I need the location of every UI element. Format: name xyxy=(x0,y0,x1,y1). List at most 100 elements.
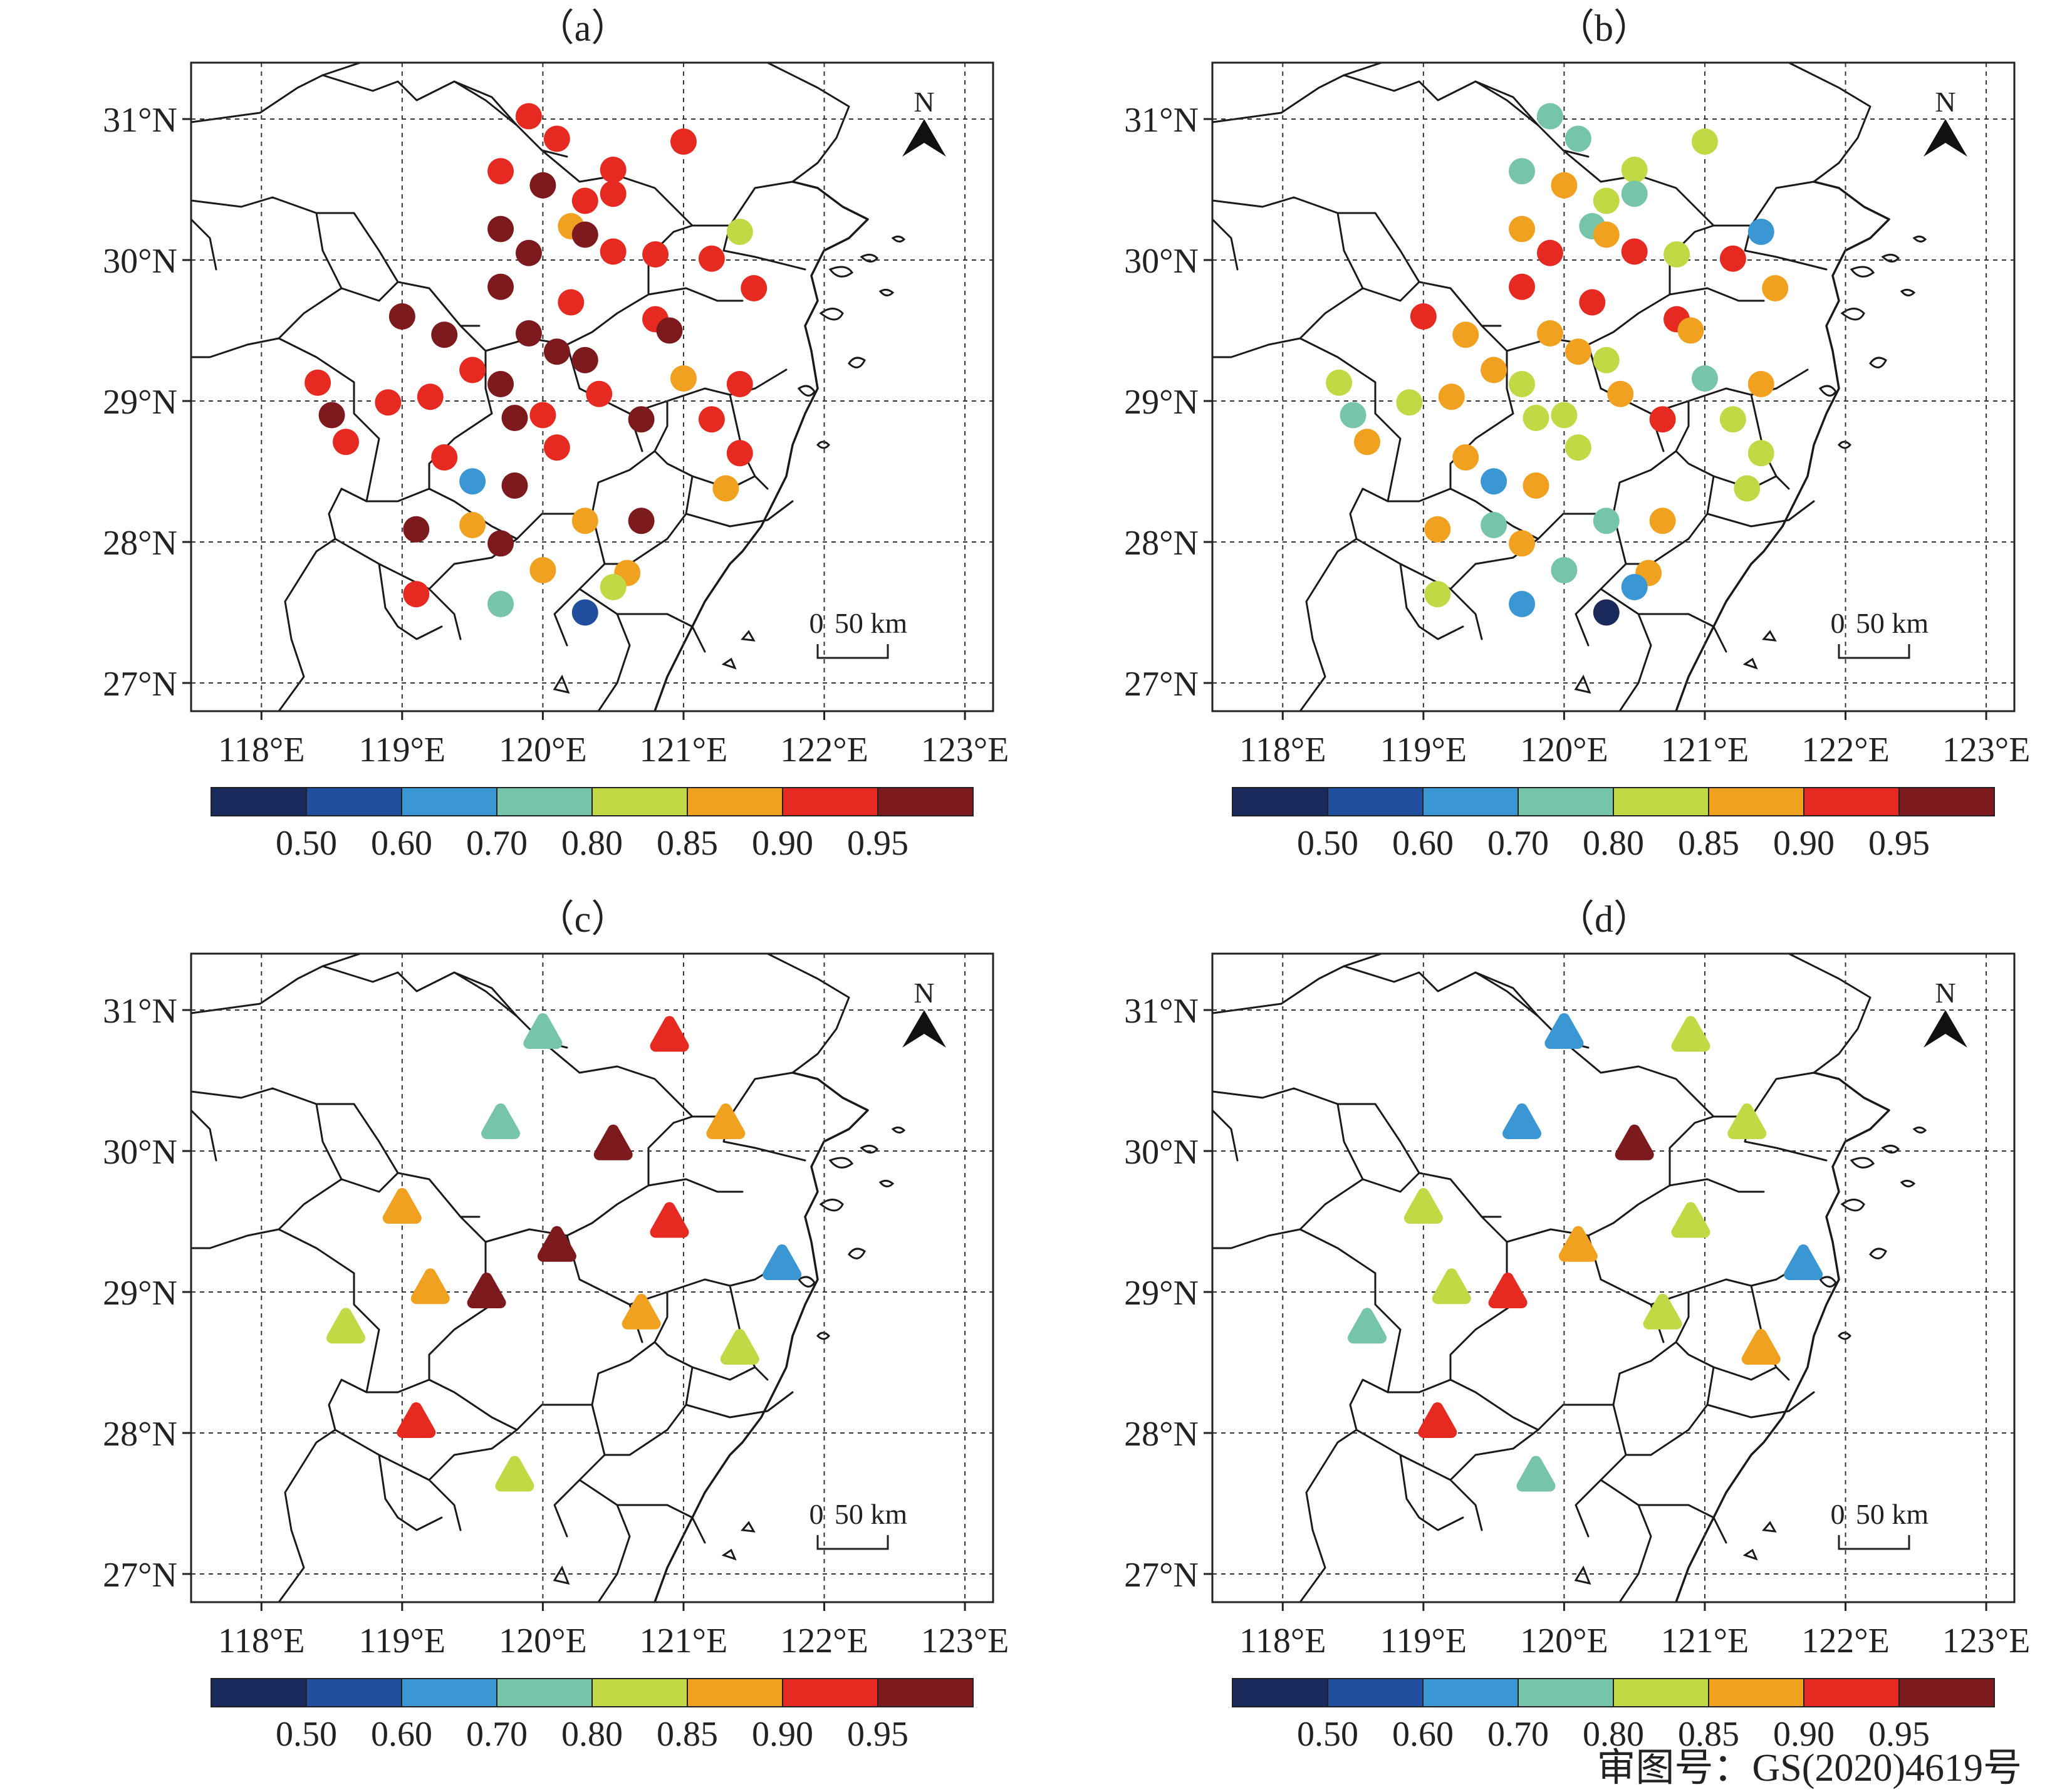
lon-tick-label: 118°E xyxy=(1239,1622,1326,1660)
lat-tick-label: 29°N xyxy=(103,383,177,422)
station-circle xyxy=(628,508,655,534)
station-circle xyxy=(1719,406,1746,433)
colorbar-segment xyxy=(1518,1678,1614,1707)
colorbar-segment xyxy=(1422,1678,1519,1707)
station-circle xyxy=(1621,574,1648,600)
station-circle xyxy=(1691,128,1718,155)
station-circle xyxy=(515,103,542,130)
station-circle xyxy=(571,599,598,626)
north-label: N xyxy=(914,977,934,1009)
lon-tick-label: 121°E xyxy=(640,731,728,769)
station-circle xyxy=(1536,239,1563,266)
station-circle xyxy=(1747,440,1774,467)
scale-bar: 0 50 km xyxy=(810,607,908,659)
lat-tick-label: 29°N xyxy=(1124,1274,1199,1313)
station-triangle xyxy=(1615,1124,1654,1160)
station-circle xyxy=(741,275,768,301)
scale-label: 50 km xyxy=(835,1498,908,1530)
station-triangle xyxy=(593,1124,633,1160)
station-circle xyxy=(529,172,556,199)
lon-tick-label: 118°E xyxy=(218,731,305,769)
lat-tick-label: 31°N xyxy=(103,992,177,1031)
lon-tick-label: 122°E xyxy=(1801,731,1890,769)
scale-bar: 0 50 km xyxy=(810,1498,908,1550)
colorbar-label: 0.90 xyxy=(752,1715,813,1754)
station-circle xyxy=(543,338,570,365)
station-circle xyxy=(1509,216,1536,242)
station-circle xyxy=(1593,599,1620,626)
colorbar-segment xyxy=(877,1678,974,1707)
station-triangle xyxy=(1727,1103,1767,1139)
station-triangle xyxy=(1784,1244,1823,1280)
panel-c-map: （c） 31°N 30°N 29°N 28°N 27°N 118°E 119°E 120°E 12… xyxy=(103,899,1009,1660)
colorbar-segment xyxy=(1422,787,1519,816)
map-frame xyxy=(1211,61,2016,712)
lat-tick-label: 27°N xyxy=(103,1556,177,1595)
colorbar-segment xyxy=(1518,787,1614,816)
lon-tick-label: 119°E xyxy=(359,731,446,769)
station-circle xyxy=(1481,468,1507,495)
station-circle xyxy=(1734,475,1761,502)
colorbar-segment xyxy=(496,1678,593,1707)
station-circle xyxy=(600,157,627,183)
lon-tick-label: 121°E xyxy=(1661,731,1749,769)
lon-tick-label: 119°E xyxy=(359,1622,446,1660)
colorbar-segment xyxy=(1613,787,1709,816)
station-circle xyxy=(529,557,556,583)
lat-tick-label: 27°N xyxy=(103,665,177,704)
station-triangle xyxy=(1544,1013,1584,1049)
map-frame xyxy=(190,61,994,712)
station-circle xyxy=(1593,346,1620,373)
colorbar-segment xyxy=(1327,1678,1424,1707)
station-circle xyxy=(1551,172,1578,199)
colorbar-label: 0.90 xyxy=(752,824,813,863)
station-circle xyxy=(1551,557,1578,583)
colorbar-segment xyxy=(401,1678,497,1707)
station-circle xyxy=(1509,591,1536,617)
station-circle xyxy=(487,273,514,300)
station-circle xyxy=(403,516,430,543)
station-circle xyxy=(1438,383,1465,410)
panel-d-map: （d） 31°N 30°N 29°N 28°N 27°N 118°E 119°E 120°E 12… xyxy=(1124,899,2030,1660)
station-circle xyxy=(1536,103,1563,130)
station-circle xyxy=(1663,241,1690,268)
station-triangle xyxy=(1643,1293,1682,1330)
colorbar-label: 0.70 xyxy=(466,1715,528,1754)
colorbar-label: 0.60 xyxy=(371,1715,432,1754)
station-circle xyxy=(1564,338,1591,365)
lon-tick-label: 120°E xyxy=(1520,731,1608,769)
station-circle xyxy=(1509,273,1536,300)
colorbar-segment xyxy=(1327,787,1424,816)
colorbar-segment xyxy=(496,787,593,816)
station-circle xyxy=(459,512,486,538)
station-circle xyxy=(305,369,331,396)
station-circle xyxy=(487,158,514,185)
colorbar-label: 0.50 xyxy=(276,1715,337,1754)
station-circle xyxy=(515,239,542,266)
station-circle xyxy=(726,371,753,397)
station-triangle xyxy=(1741,1329,1781,1365)
colorbar-label: 0.95 xyxy=(847,824,908,863)
colorbar-label: 0.95 xyxy=(1868,1715,1930,1754)
lon-tick-label: 119°E xyxy=(1380,731,1467,769)
station-circle xyxy=(1762,275,1789,301)
scale-label: 50 km xyxy=(835,607,908,639)
scale-zero: 0 xyxy=(1831,1498,1845,1530)
station-circle xyxy=(571,508,598,534)
station-circle xyxy=(1509,158,1536,185)
station-circle xyxy=(529,402,556,429)
lon-tick-label: 120°E xyxy=(499,731,587,769)
panel-title: （a） xyxy=(537,8,629,49)
colorbar-segment xyxy=(1803,1678,1900,1707)
station-circle xyxy=(1579,289,1606,316)
colorbar-segment xyxy=(211,787,307,816)
station-circle xyxy=(1536,320,1563,346)
station-circle xyxy=(571,346,598,373)
station-circle xyxy=(698,406,725,433)
colorbar-segment xyxy=(1708,787,1804,816)
colorbar-label: 0.80 xyxy=(561,824,623,863)
station-circle xyxy=(459,468,486,495)
station-triangle xyxy=(326,1308,366,1344)
lon-tick-label: 118°E xyxy=(218,1622,305,1660)
station-circle xyxy=(487,591,514,617)
